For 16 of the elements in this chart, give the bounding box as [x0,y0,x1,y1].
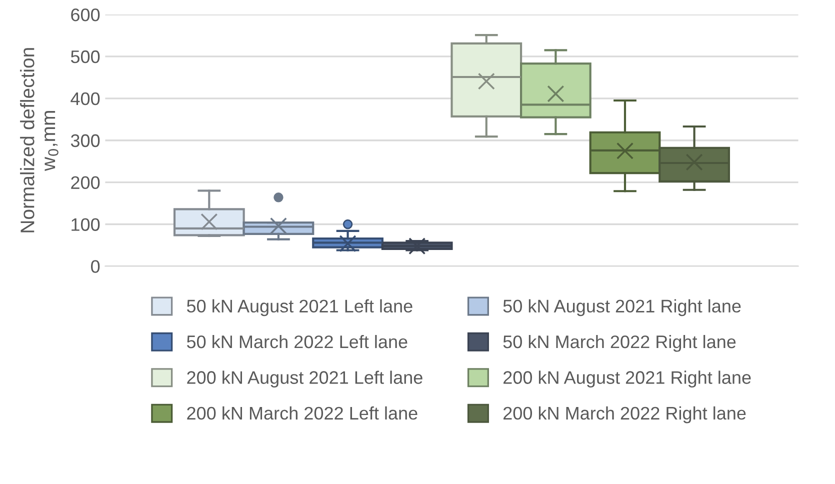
y-tick-label: 0 [91,260,100,273]
y-tick-label: 100 [72,218,100,231]
y-tick-label: 600 [71,8,100,22]
y-tick-label: 200 [71,176,100,190]
y-tick-label: 500 [70,50,100,64]
legend-label: 200 kN August 2021 Right lane [504,370,751,388]
legend-label: 200 kN March 2022 Left lane [187,406,418,420]
legend-label: 50 kN March 2022 Left lane [186,334,408,348]
y-axis-title: Normalized deflection w$_{0}$,mm [20,48,58,232]
legend-label: 50 kN August 2021 Left lane [186,299,412,316]
y-tick-label: 400 [70,92,100,106]
legend-label: 200 kN August 2021 Left lane [187,370,422,388]
legend-label: 50 kN August 2021 Right lane [503,299,741,316]
legend-label: 200 kN March 2022 Right lane [504,406,746,424]
y-tick-label: 300 [70,134,100,148]
legend-label: 50 kN March 2022 Right lane [503,334,736,352]
